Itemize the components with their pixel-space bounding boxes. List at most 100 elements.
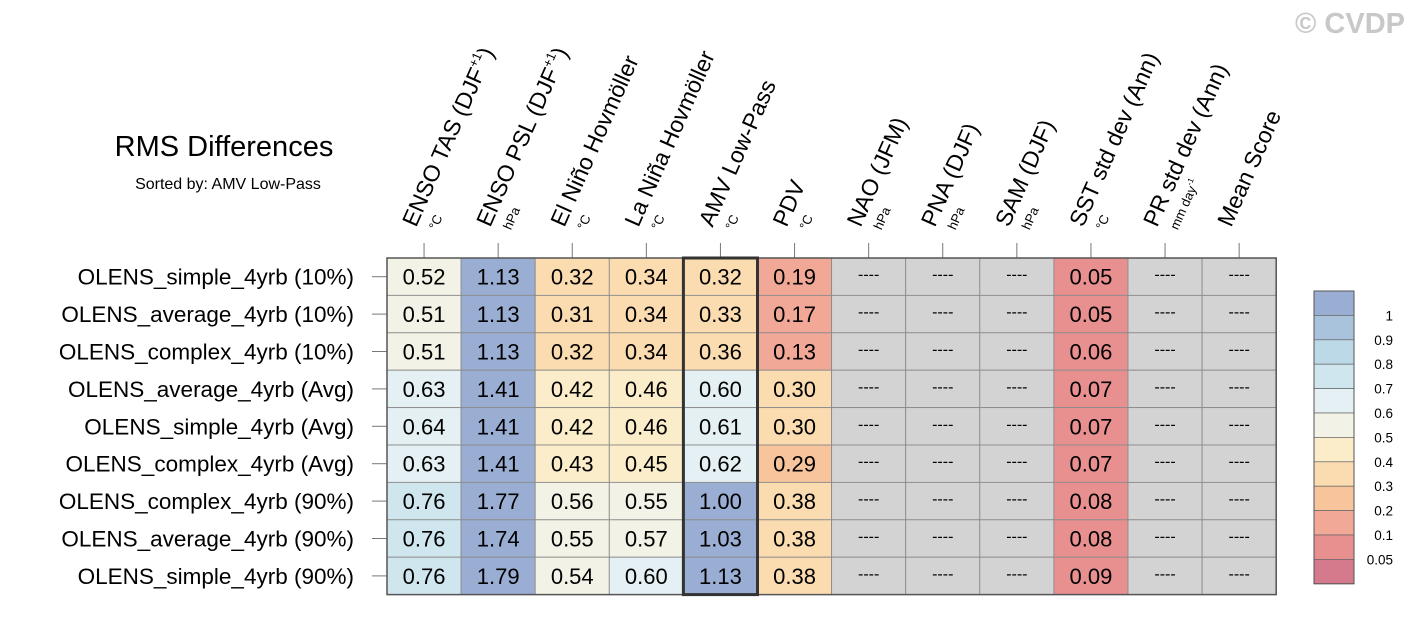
cell-fill bbox=[386, 519, 462, 558]
table-cell: 0.42 bbox=[534, 407, 610, 446]
table-cell: 0.34 bbox=[608, 257, 684, 296]
cell-value: 0.57 bbox=[625, 527, 668, 552]
legend-swatch bbox=[1313, 339, 1355, 365]
row-label: OLENS_complex_4yrb (10%) bbox=[59, 340, 354, 365]
cell-fill bbox=[386, 257, 462, 296]
row-labels: OLENS_simple_4yrb (10%) OLENS_average_4yr… bbox=[59, 265, 387, 589]
table-cell: ---- bbox=[831, 481, 907, 521]
table-cell: ---- bbox=[1201, 369, 1277, 409]
legend-swatch bbox=[1313, 559, 1355, 585]
chart-title: RMS Differences bbox=[115, 131, 334, 163]
table-cell: 1.41 bbox=[460, 444, 536, 483]
cell-value: 0.30 bbox=[773, 377, 816, 402]
cell-fill bbox=[831, 519, 907, 558]
table-cell: 1.41 bbox=[460, 369, 536, 409]
table-cell: 0.51 bbox=[386, 294, 462, 334]
cell-fill bbox=[608, 294, 684, 334]
cell-value: 1.41 bbox=[477, 377, 520, 402]
cell-fill bbox=[831, 444, 907, 483]
table-cell: 0.54 bbox=[534, 556, 610, 596]
cell-value: ---- bbox=[932, 416, 953, 433]
table-cell: ---- bbox=[979, 556, 1055, 596]
table-cell: 0.07 bbox=[1053, 369, 1129, 409]
cell-fill bbox=[831, 407, 907, 446]
table-cell: 0.61 bbox=[682, 407, 758, 446]
cell-value: 0.76 bbox=[403, 564, 446, 589]
cell-fill bbox=[1053, 257, 1129, 296]
table-cell: ---- bbox=[1127, 407, 1203, 446]
table-cell: ---- bbox=[905, 332, 981, 371]
table-cell: ---- bbox=[831, 519, 907, 558]
cell-value: ---- bbox=[1228, 304, 1249, 321]
table-cell: 1.03 bbox=[682, 519, 758, 558]
cell-value: 1.13 bbox=[477, 340, 520, 365]
cell-value: 0.43 bbox=[551, 452, 594, 477]
cell-fill bbox=[979, 369, 1055, 409]
cell-value: 0.08 bbox=[1070, 527, 1113, 552]
cell-fill bbox=[905, 556, 981, 596]
cell-fill bbox=[905, 257, 981, 296]
cell-value: ---- bbox=[932, 267, 953, 284]
table-cell: 0.38 bbox=[757, 556, 833, 596]
table-cell: ---- bbox=[1127, 444, 1203, 483]
cell-value: ---- bbox=[858, 491, 879, 508]
table-cell: ---- bbox=[831, 257, 907, 296]
table-cell: 0.17 bbox=[757, 294, 833, 334]
cell-value: 0.30 bbox=[773, 414, 816, 439]
table-cell: ---- bbox=[979, 257, 1055, 296]
cell-value: ---- bbox=[1228, 342, 1249, 359]
cell-fill bbox=[1201, 369, 1277, 409]
cell-value: ---- bbox=[932, 491, 953, 508]
cell-value: ---- bbox=[858, 416, 879, 433]
cell-value: ---- bbox=[932, 566, 953, 583]
table-cell: 0.13 bbox=[757, 332, 833, 371]
table-cell: ---- bbox=[905, 294, 981, 334]
table-cell: 0.29 bbox=[757, 444, 833, 483]
row-label: OLENS_complex_4yrb (Avg) bbox=[66, 452, 354, 477]
cell-fill bbox=[460, 407, 536, 446]
column-header: PDV°C bbox=[767, 176, 816, 232]
cell-value: ---- bbox=[1154, 491, 1175, 508]
cell-value: ---- bbox=[932, 342, 953, 359]
cell-value: 1.79 bbox=[477, 564, 520, 589]
cell-value: 0.33 bbox=[699, 302, 742, 327]
table-cell: ---- bbox=[1201, 294, 1277, 334]
table-cell: 0.05 bbox=[1053, 294, 1129, 334]
cell-fill bbox=[682, 556, 758, 596]
table-cell: ---- bbox=[905, 369, 981, 409]
cell-value: 0.61 bbox=[699, 414, 742, 439]
cell-value: ---- bbox=[1006, 491, 1027, 508]
cell-value: ---- bbox=[1006, 379, 1027, 396]
cell-value: ---- bbox=[1006, 342, 1027, 359]
cell-fill bbox=[1127, 444, 1203, 483]
cell-value: 0.76 bbox=[403, 527, 446, 552]
cell-value: 0.38 bbox=[773, 489, 816, 514]
legend-label: 0.05 bbox=[1367, 552, 1393, 567]
cell-value: ---- bbox=[1228, 379, 1249, 396]
table-cell: 0.57 bbox=[608, 519, 684, 558]
cell-value: ---- bbox=[858, 304, 879, 321]
cell-fill bbox=[1053, 519, 1129, 558]
row-label: OLENS_average_4yrb (10%) bbox=[61, 302, 354, 327]
row-label: OLENS_complex_4yrb (90%) bbox=[59, 489, 354, 514]
cell-fill bbox=[1201, 257, 1277, 296]
table-cell: ---- bbox=[979, 294, 1055, 334]
cell-value: 0.56 bbox=[551, 489, 594, 514]
cell-value: 0.52 bbox=[403, 265, 446, 290]
cell-value: ---- bbox=[1154, 416, 1175, 433]
cell-value: 0.32 bbox=[551, 340, 594, 365]
cell-fill bbox=[757, 332, 833, 371]
cell-value: ---- bbox=[1228, 267, 1249, 284]
table-cell: 0.36 bbox=[682, 332, 758, 371]
table-cell: 0.56 bbox=[534, 481, 610, 521]
table-cell: 0.33 bbox=[682, 294, 758, 334]
cell-value: ---- bbox=[1154, 454, 1175, 471]
table-cell: ---- bbox=[1201, 332, 1277, 371]
table-cell: 0.55 bbox=[608, 481, 684, 521]
legend-swatch bbox=[1313, 461, 1355, 487]
table-cell: ---- bbox=[1127, 556, 1203, 596]
table-cell: ---- bbox=[1127, 332, 1203, 371]
cell-fill bbox=[1201, 519, 1277, 558]
sorted-column-highlight bbox=[681, 256, 760, 597]
